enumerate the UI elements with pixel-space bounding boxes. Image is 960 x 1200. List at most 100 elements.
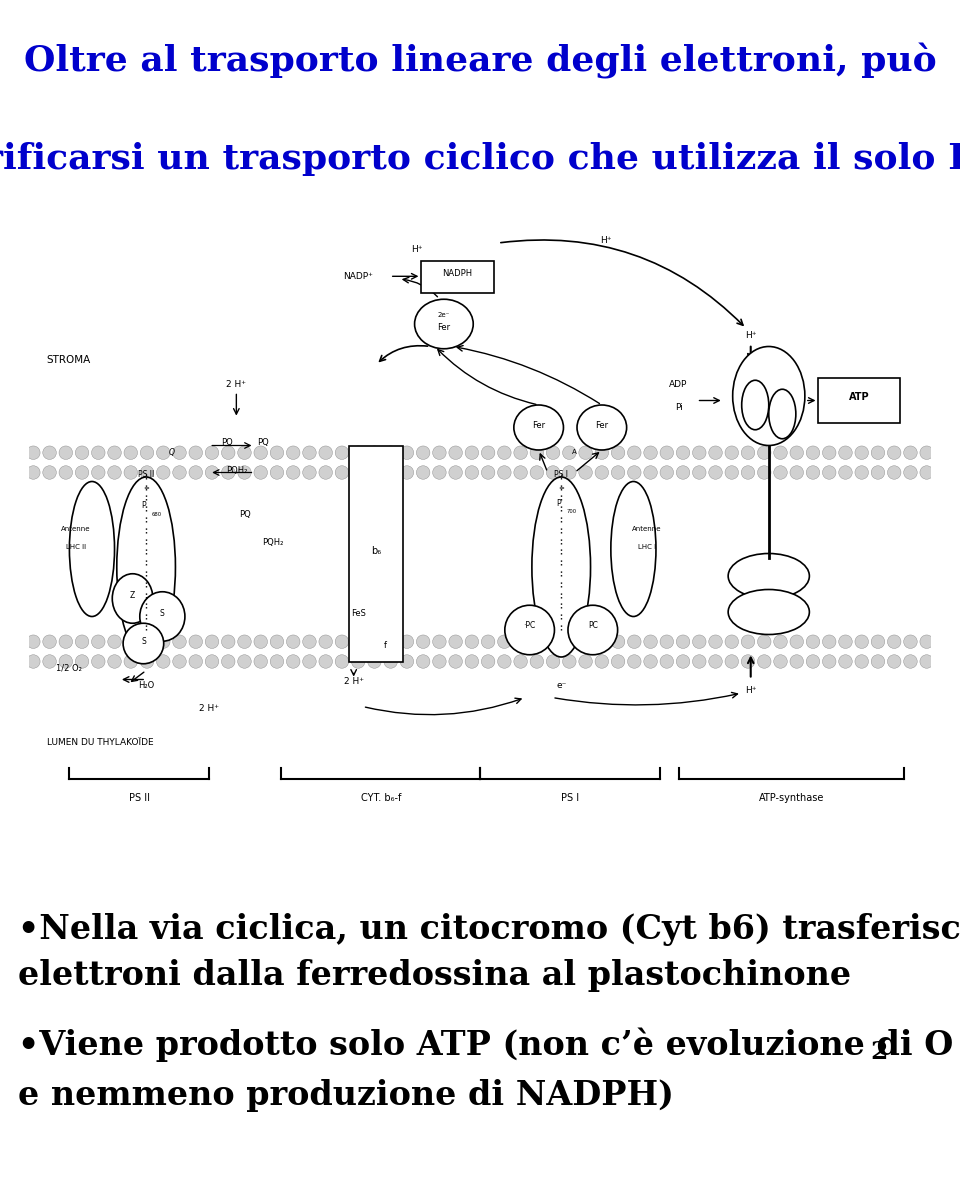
Circle shape (725, 466, 738, 479)
Circle shape (302, 446, 316, 460)
Circle shape (189, 466, 203, 479)
Text: e nemmeno produzione di NADPH): e nemmeno produzione di NADPH) (18, 1079, 674, 1111)
Circle shape (871, 655, 885, 668)
Text: PS I: PS I (554, 470, 568, 479)
Circle shape (91, 635, 105, 648)
Text: LHC II: LHC II (65, 544, 85, 550)
Circle shape (806, 635, 820, 648)
Text: Antenne: Antenne (61, 526, 90, 532)
Circle shape (433, 446, 446, 460)
Circle shape (173, 446, 186, 460)
Circle shape (108, 635, 121, 648)
Circle shape (741, 635, 755, 648)
Circle shape (156, 466, 170, 479)
Circle shape (660, 655, 674, 668)
Circle shape (903, 655, 917, 668)
Circle shape (920, 446, 933, 460)
Text: 2 H⁺: 2 H⁺ (227, 380, 247, 389)
Circle shape (238, 446, 252, 460)
Text: ATP-synthase: ATP-synthase (758, 793, 824, 803)
Circle shape (725, 635, 738, 648)
Ellipse shape (505, 605, 555, 655)
Ellipse shape (532, 476, 590, 658)
Circle shape (27, 635, 40, 648)
Circle shape (514, 466, 527, 479)
Text: =: = (559, 486, 564, 492)
Circle shape (790, 655, 804, 668)
Circle shape (108, 655, 121, 668)
Circle shape (612, 446, 625, 460)
Text: =: = (143, 486, 149, 492)
Circle shape (839, 446, 852, 460)
Circle shape (903, 635, 917, 648)
Circle shape (270, 655, 284, 668)
Circle shape (823, 655, 836, 668)
Circle shape (757, 635, 771, 648)
Circle shape (140, 446, 154, 460)
Circle shape (270, 635, 284, 648)
Text: elettroni dalla ferredossina al plastochinone: elettroni dalla ferredossina al plastoch… (18, 959, 852, 991)
Circle shape (400, 466, 414, 479)
Ellipse shape (69, 481, 114, 617)
Circle shape (871, 446, 885, 460)
Circle shape (757, 655, 771, 668)
Circle shape (725, 655, 738, 668)
Text: •Nella via ciclica, un citocromo (Cyt b6) trasferisce: •Nella via ciclica, un citocromo (Cyt b6… (18, 913, 960, 947)
Circle shape (417, 466, 430, 479)
Text: Fer: Fer (595, 420, 609, 430)
Circle shape (108, 446, 121, 460)
Circle shape (91, 655, 105, 668)
Circle shape (708, 446, 722, 460)
Text: S: S (160, 610, 165, 618)
Circle shape (91, 466, 105, 479)
Circle shape (676, 466, 690, 479)
Circle shape (43, 655, 57, 668)
Circle shape (400, 446, 414, 460)
Circle shape (319, 466, 332, 479)
Circle shape (140, 635, 154, 648)
Circle shape (205, 655, 219, 668)
Circle shape (660, 635, 674, 648)
Circle shape (481, 655, 495, 668)
Circle shape (449, 466, 463, 479)
Circle shape (222, 466, 235, 479)
Circle shape (530, 446, 543, 460)
Text: P: P (556, 499, 561, 508)
Text: PQ: PQ (222, 438, 233, 448)
Circle shape (351, 635, 365, 648)
Circle shape (59, 655, 73, 668)
Circle shape (368, 466, 381, 479)
Circle shape (59, 466, 73, 479)
Circle shape (774, 446, 787, 460)
Circle shape (774, 655, 787, 668)
Text: CYT. b₆-f: CYT. b₆-f (361, 793, 401, 803)
Circle shape (790, 446, 804, 460)
Bar (349, 445, 403, 661)
Circle shape (806, 655, 820, 668)
Circle shape (319, 635, 332, 648)
Circle shape (59, 446, 73, 460)
Circle shape (757, 466, 771, 479)
Circle shape (449, 655, 463, 668)
Text: 1/2 O₂: 1/2 O₂ (56, 664, 82, 672)
Circle shape (595, 446, 609, 460)
Circle shape (59, 635, 73, 648)
Text: P: P (141, 502, 146, 510)
Text: FeS: FeS (350, 610, 366, 618)
Circle shape (708, 655, 722, 668)
Circle shape (156, 446, 170, 460)
Circle shape (628, 635, 641, 648)
Circle shape (173, 655, 186, 668)
Ellipse shape (514, 404, 564, 450)
Circle shape (433, 466, 446, 479)
Text: PQ: PQ (257, 438, 270, 448)
Circle shape (855, 655, 869, 668)
Circle shape (189, 655, 203, 668)
Circle shape (449, 635, 463, 648)
Circle shape (612, 655, 625, 668)
Circle shape (579, 655, 592, 668)
Circle shape (465, 655, 479, 668)
Circle shape (644, 466, 658, 479)
Circle shape (741, 446, 755, 460)
Circle shape (481, 635, 495, 648)
